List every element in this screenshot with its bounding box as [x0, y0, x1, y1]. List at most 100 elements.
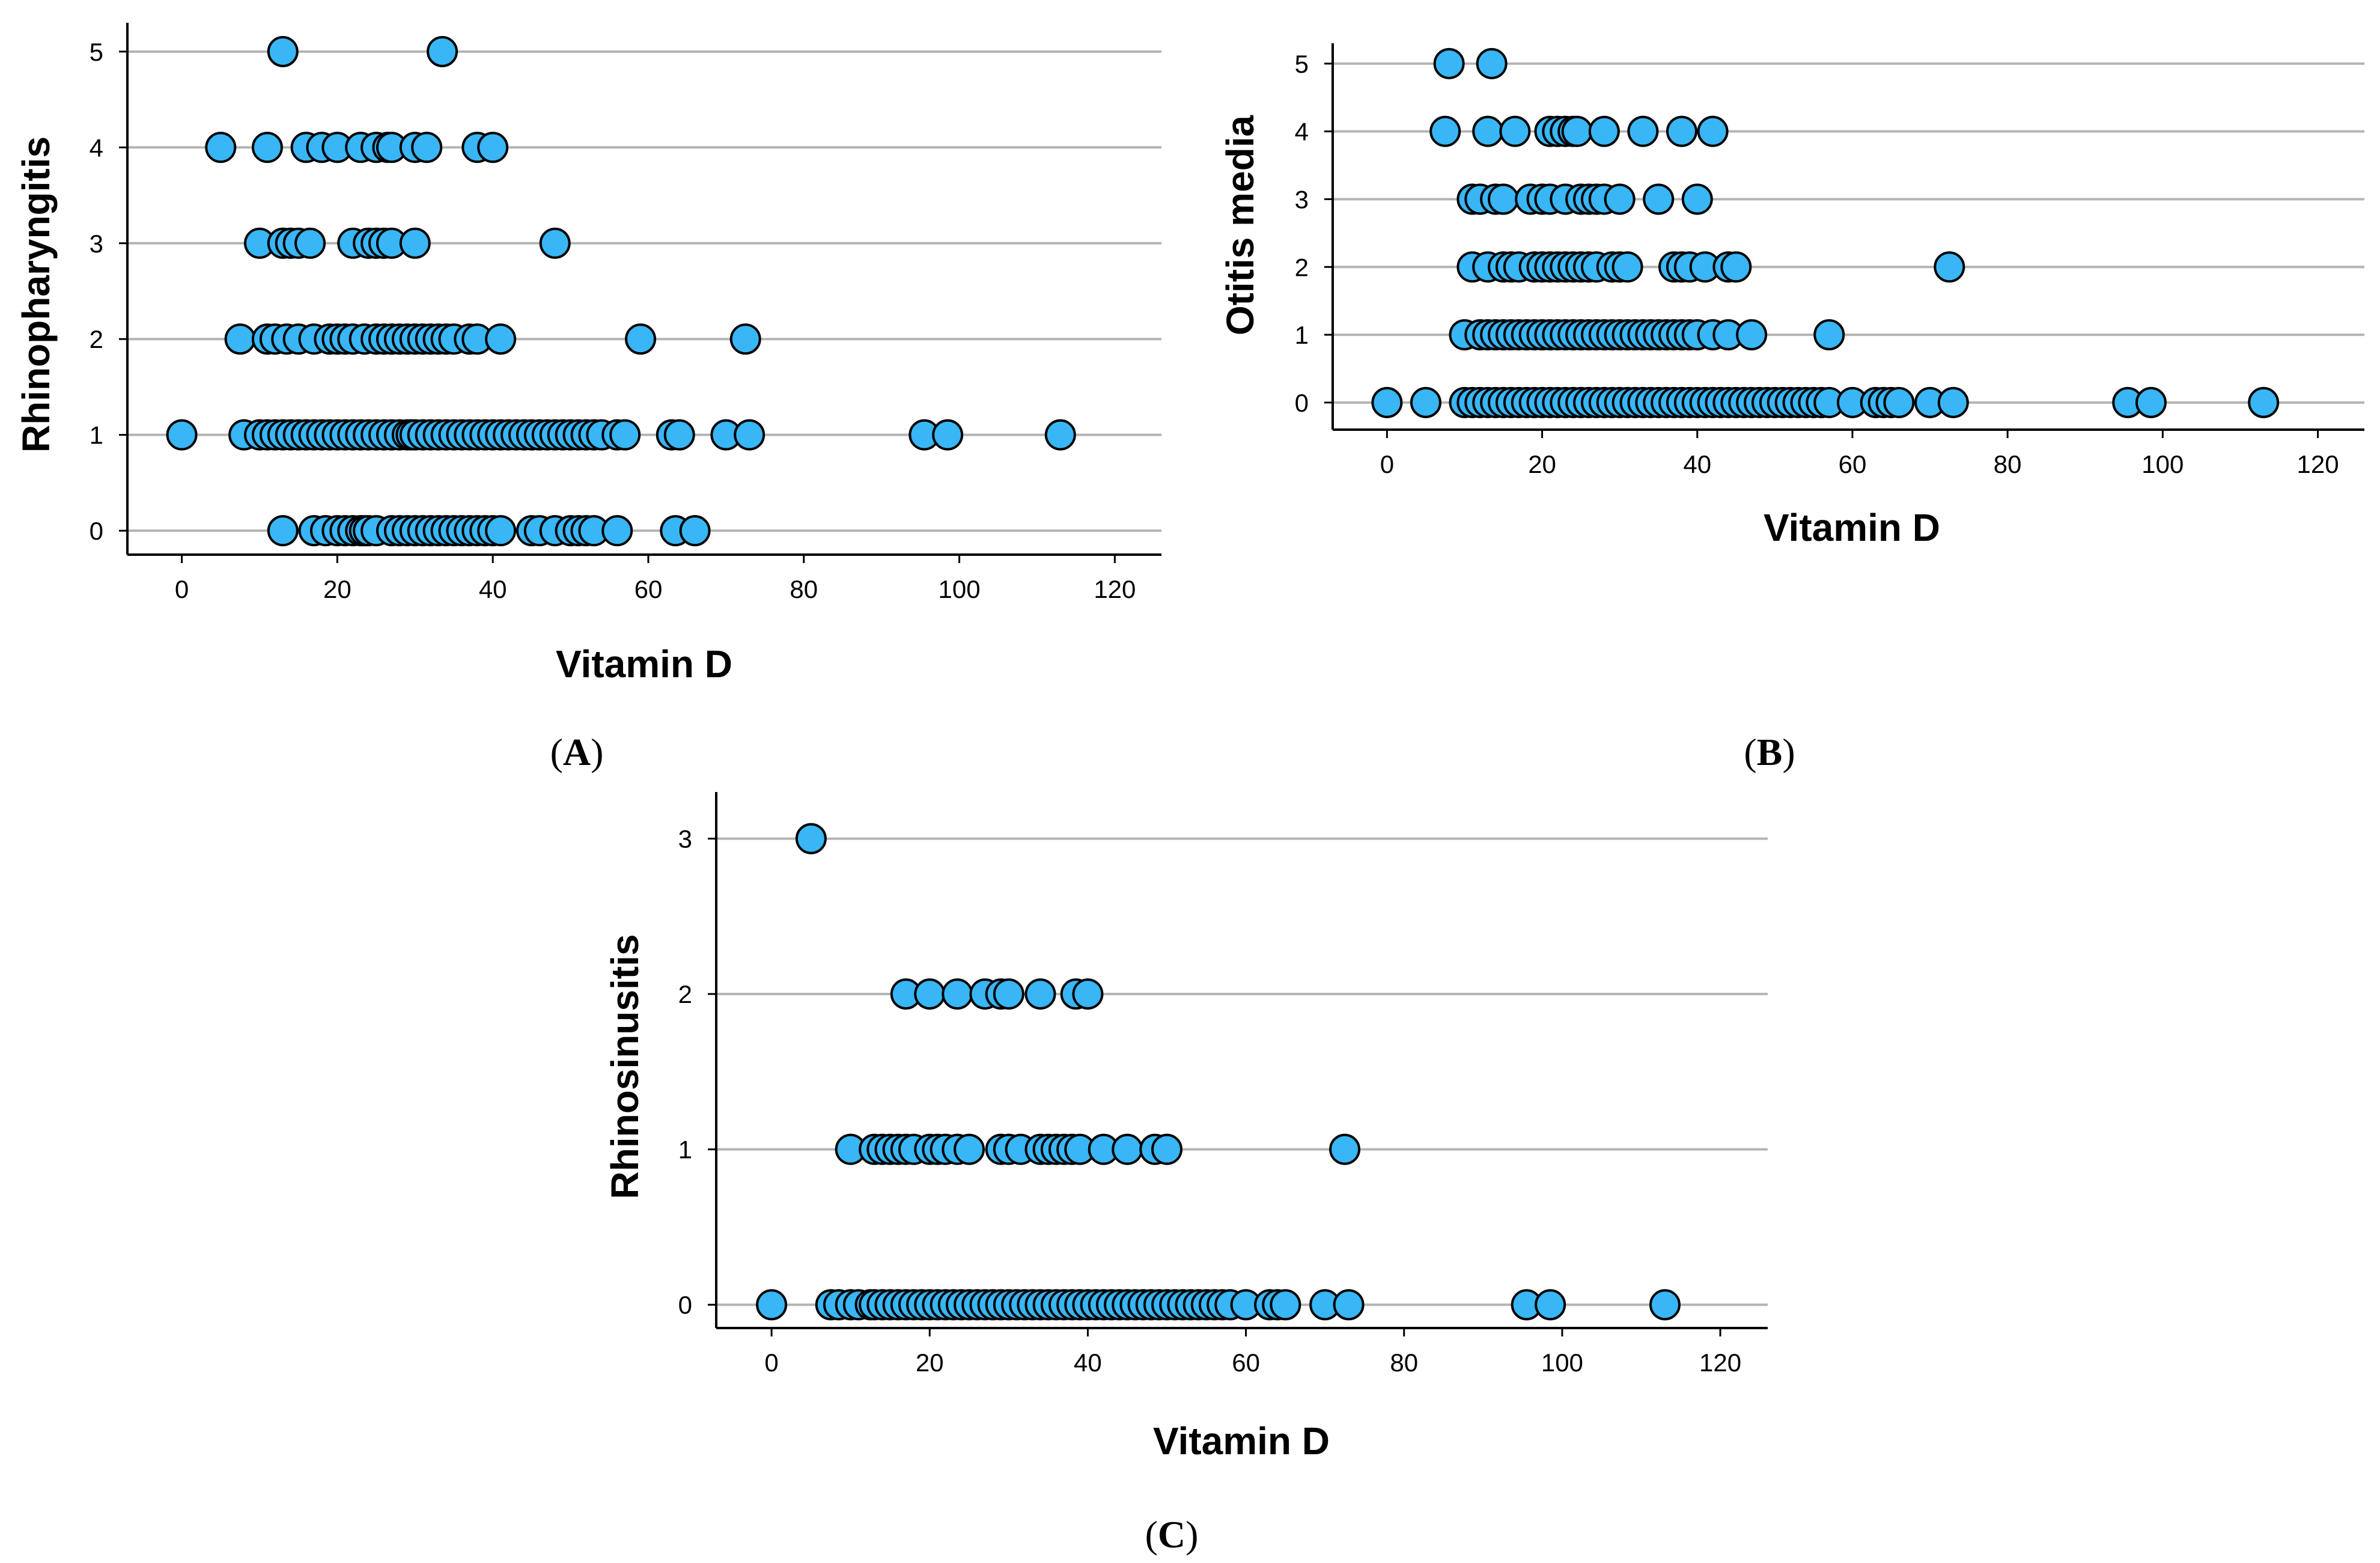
panel-a-data-point	[427, 35, 458, 67]
panel-a-data-point	[294, 227, 326, 259]
panel-a-data-point	[205, 132, 237, 163]
panel-b-y-tick-label: 3	[1295, 185, 1309, 213]
panel-a-y-tick-label: 4	[90, 133, 103, 162]
panel-b-data-point	[1681, 183, 1713, 215]
panel-a-x-tick-label: 100	[939, 575, 981, 603]
panel-a-data-point	[932, 419, 964, 451]
panel-a-data-point	[679, 515, 711, 547]
panel-a-y-tick-label: 5	[90, 38, 103, 66]
panel-c-y-tick-label: 0	[678, 1291, 692, 1319]
panel-a-data-point	[663, 419, 695, 451]
panel-a-data-point	[166, 419, 198, 451]
panel-a-y-tick-label: 3	[90, 230, 103, 258]
panel-b-data-point	[1666, 115, 1697, 147]
panel-b-data-point	[1429, 115, 1461, 147]
panel-b-data-point	[1937, 386, 1969, 418]
panel-c-y-tick-label: 3	[678, 825, 692, 853]
panel-c-y-tick-label: 1	[678, 1136, 692, 1164]
panel-a-x-tick-label: 80	[790, 575, 818, 603]
panel-a-data-point	[251, 132, 283, 163]
panel-label-a: (A)	[550, 731, 604, 773]
panel-a-x-tick-label: 60	[635, 575, 663, 603]
panel-c-data-point	[1270, 1289, 1301, 1321]
panel-a-data-point	[625, 323, 657, 355]
panel-b-y-tick-label: 0	[1295, 389, 1309, 417]
panel-a-data-point	[267, 515, 299, 547]
panel-c-x-tick-label: 120	[1699, 1348, 1741, 1377]
panel-c-chart: 0 1 2 3 0 20 40 60 80 100 120 Vitamin D Rhinosinus…	[603, 792, 1768, 1463]
panel-b-data-point	[1627, 115, 1659, 147]
panel-a-data-point	[601, 515, 633, 547]
panel-b-data-point	[1697, 115, 1729, 147]
panel-b-data-point	[1433, 47, 1465, 79]
panel-b-y-tick-label: 2	[1295, 253, 1309, 281]
panel-b-y-tick-label: 1	[1295, 321, 1309, 349]
panel-b-chart: 0 1 2 3 4 5 0 20 40 60 80 100 120 Vitamin D Otitis m…	[1219, 43, 2364, 549]
panel-c-data-point	[954, 1133, 985, 1165]
panel-b-data-point	[1934, 251, 1965, 283]
panel-a-data-point	[224, 323, 256, 355]
panel-a-data-point	[399, 227, 431, 259]
panel-b-data-point	[1371, 386, 1403, 418]
panel-c-data-point	[1535, 1289, 1566, 1321]
panel-a-data-point	[477, 132, 509, 163]
panel-b-x-tick-label: 0	[1380, 450, 1394, 478]
panel-b-data-point	[2135, 386, 2167, 418]
panel-b-y-tick-label: 5	[1295, 50, 1309, 78]
panel-c-x-tick-label: 40	[1074, 1348, 1102, 1377]
panel-c-y-tick-label: 2	[678, 980, 692, 1008]
panel-c-data-point	[1329, 1133, 1361, 1165]
panel-c-data-point	[914, 978, 946, 1010]
panel-b-data-point	[2248, 386, 2280, 418]
panel-b-data-point	[1499, 115, 1531, 147]
panel-c-x-tick-label: 80	[1390, 1348, 1418, 1377]
panel-a-data-point	[734, 419, 765, 451]
panel-b-data-point	[1643, 183, 1675, 215]
panel-b-x-tick-label: 60	[1839, 450, 1867, 478]
panel-c-x-tick-label: 100	[1541, 1348, 1583, 1377]
panel-c-x-tick-label: 20	[916, 1348, 944, 1377]
panel-a-data-point	[609, 419, 641, 451]
panel-a-x-tick-label: 20	[323, 575, 352, 603]
panel-a-data-point	[539, 227, 571, 259]
panel-c-data-point	[1112, 1133, 1143, 1165]
panel-b-data-point	[1883, 386, 1915, 418]
panel-c-y-axis-title: Rhinosinusitis	[603, 934, 647, 1199]
panel-b-data-point	[1813, 319, 1845, 351]
panel-b-data-point	[1720, 251, 1752, 283]
panel-a-x-tick-label: 120	[1094, 575, 1136, 603]
panel-label-b: (B)	[1744, 731, 1795, 773]
panel-b-y-tick-label: 4	[1295, 118, 1309, 146]
panel-b-data-point	[1612, 251, 1643, 283]
panel-a-x-tick-label: 40	[479, 575, 507, 603]
panel-a-data-point	[411, 132, 443, 163]
panel-a-y-tick-label: 2	[90, 325, 103, 353]
panel-b-data-point	[1736, 319, 1768, 351]
panel-a-y-axis-title: Rhinopharyngitis	[14, 136, 58, 452]
panel-a-data-point	[729, 323, 761, 355]
panel-a-data-point	[267, 35, 299, 67]
panel-a-data-point	[485, 323, 517, 355]
panel-c-x-tick-label: 0	[764, 1348, 778, 1377]
panel-c-data-point	[795, 823, 827, 855]
panel-b-x-tick-label: 40	[1683, 450, 1711, 478]
panel-b-x-tick-label: 80	[1994, 450, 2022, 478]
panel-b-data-point	[1476, 47, 1508, 79]
panel-c-x-axis-title: Vitamin D	[1153, 1419, 1330, 1463]
panel-b-data-point	[1472, 115, 1504, 147]
panel-b-x-tick-label: 100	[2141, 450, 2184, 478]
panel-b-data-point	[1488, 183, 1520, 215]
panel-a-x-tick-label: 0	[175, 575, 189, 603]
panel-a-data-point	[1044, 419, 1076, 451]
panel-a-y-tick-label: 0	[90, 517, 103, 545]
panel-b-x-axis-title: Vitamin D	[1764, 506, 1940, 549]
panel-c-x-tick-label: 60	[1232, 1348, 1260, 1377]
panel-c-data-point	[756, 1289, 788, 1321]
panel-b-x-tick-label: 20	[1528, 450, 1556, 478]
panel-b-x-tick-label: 120	[2297, 450, 2339, 478]
panel-c-data-point	[1333, 1289, 1365, 1321]
panel-b-data-point	[1588, 115, 1620, 147]
panel-c-data-point	[1024, 978, 1056, 1010]
panel-c-data-point	[1072, 978, 1104, 1010]
panel-label-c: (C)	[1145, 1513, 1199, 1556]
